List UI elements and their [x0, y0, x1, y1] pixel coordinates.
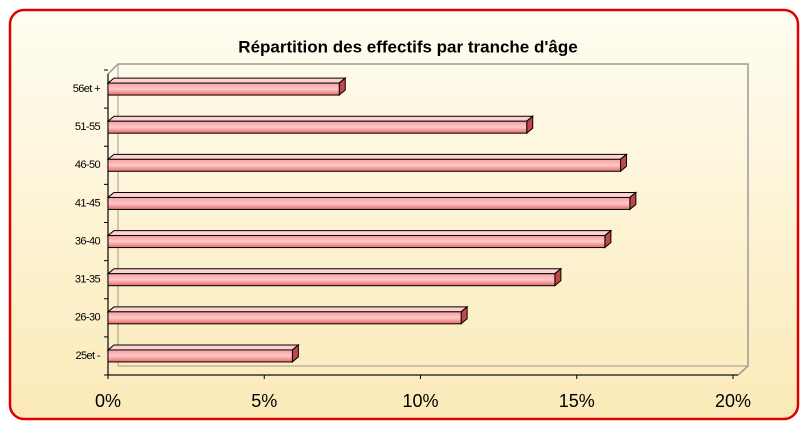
y-tick-label: 31-35	[75, 274, 101, 286]
x-tick-label: 0%	[95, 391, 121, 411]
bar	[107, 158, 621, 172]
bar-top	[106, 306, 469, 313]
bar-top	[106, 153, 628, 160]
y-tick-label: 51-55	[75, 121, 101, 133]
x-tick-label: 10%	[402, 391, 438, 411]
bar	[107, 349, 293, 363]
y-tick-label: 36-40	[75, 235, 101, 247]
bar-top	[106, 230, 613, 237]
x-tick-label: 20%	[715, 391, 751, 411]
bar-top	[106, 268, 563, 275]
bar-top	[106, 191, 638, 198]
y-tick-label: 25et -	[75, 350, 100, 362]
y-tick-label: 46-50	[75, 159, 101, 171]
bar	[107, 311, 462, 325]
chart-title: Répartition des effectifs par tranche d'…	[238, 37, 577, 56]
y-tick-label: 56et +	[73, 83, 100, 95]
y-tick-label: 41-45	[75, 197, 101, 209]
bar-top	[106, 115, 535, 122]
bar	[107, 120, 528, 134]
bar-top	[106, 344, 300, 351]
bar	[107, 273, 556, 287]
x-tick-label: 15%	[559, 391, 595, 411]
y-tick-label: 26-30	[75, 312, 101, 324]
bar	[107, 235, 606, 249]
bar	[107, 82, 340, 96]
bar	[107, 196, 631, 210]
x-tick-label: 5%	[251, 391, 277, 411]
bar-top	[106, 77, 347, 84]
